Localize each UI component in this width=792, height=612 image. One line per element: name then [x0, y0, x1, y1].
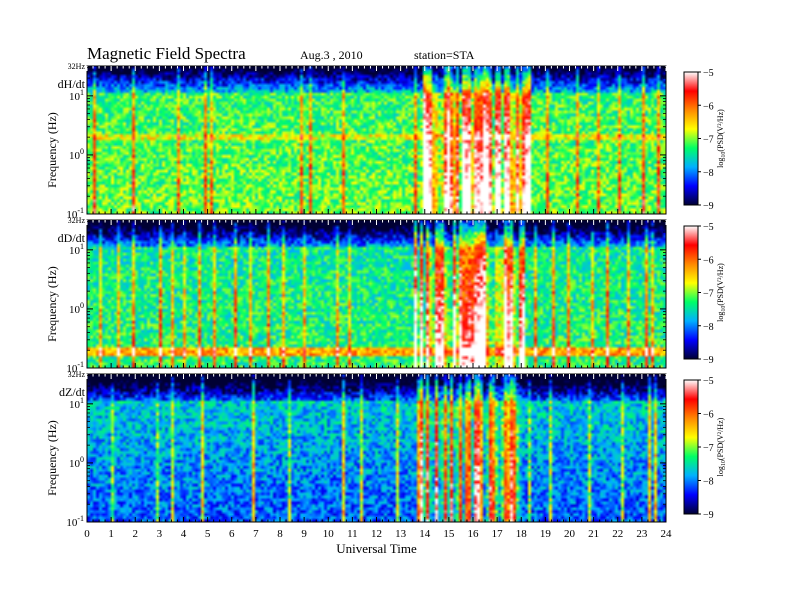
y-tick-label: 100 — [69, 301, 84, 316]
x-tick-label: 17 — [492, 528, 504, 540]
y-top-label: 32Hz — [68, 216, 86, 225]
x-tick-label: 23 — [636, 528, 648, 540]
x-tick-label: 19 — [540, 528, 552, 540]
y-tick-label: 10-1 — [66, 514, 84, 529]
x-axis-label: Universal Time — [336, 541, 417, 556]
x-tick-label: 20 — [564, 528, 576, 540]
x-tick-label: 15 — [443, 528, 455, 540]
x-tick-label: 8 — [277, 528, 283, 540]
spectrogram-image — [87, 66, 666, 214]
component-label: dH/dt — [58, 77, 86, 91]
x-tick-label: 7 — [253, 528, 259, 540]
colorbar-label: log10(PSD(V²/Hz) — [716, 263, 727, 322]
colorbar-tick-label: −9 — [703, 355, 714, 366]
station-label: station=STA — [414, 48, 475, 62]
x-tick-label: 9 — [301, 528, 307, 540]
x-tick-label: 13 — [395, 528, 407, 540]
x-tick-label: 6 — [229, 528, 235, 540]
figure-title: Magnetic Field Spectra — [87, 44, 246, 63]
x-tick-label: 22 — [612, 528, 623, 540]
x-tick-label: 14 — [419, 528, 431, 540]
x-tick-label: 2 — [133, 528, 139, 540]
y-tick-label: 100 — [69, 147, 84, 162]
y-tick-label: 100 — [69, 455, 84, 470]
colorbar — [683, 379, 699, 515]
y-axis-label: Frequency (Hz) — [45, 420, 59, 496]
x-tick-label: 0 — [84, 528, 90, 540]
x-tick-label: 24 — [661, 528, 673, 540]
x-tick-label: 10 — [323, 528, 335, 540]
colorbar-tick-label: −7 — [703, 135, 714, 146]
y-top-label: 32Hz — [68, 62, 86, 71]
x-tick-label: 16 — [468, 528, 480, 540]
colorbar-tick-label: −7 — [703, 289, 714, 300]
date-label: Aug.3 , 2010 — [300, 48, 363, 62]
x-tick-label: 3 — [157, 528, 163, 540]
y-axis-label: Frequency (Hz) — [45, 112, 59, 188]
x-tick-label: 1 — [108, 528, 114, 540]
component-label: dD/dt — [58, 231, 86, 245]
colorbar — [683, 71, 699, 206]
colorbar-tick-label: −9 — [703, 201, 714, 212]
x-tick-label: 18 — [516, 528, 528, 540]
spectrogram-image — [87, 374, 666, 522]
colorbar-tick-label: −9 — [703, 510, 714, 521]
component-label: dZ/dt — [59, 385, 86, 399]
colorbar-label: log10(PSD(V²/Hz) — [716, 417, 727, 476]
x-tick-label: 12 — [371, 528, 382, 540]
colorbar-tick-label: −6 — [703, 101, 714, 112]
y-axis-label: Frequency (Hz) — [45, 266, 59, 342]
colorbar-tick-label: −5 — [703, 68, 714, 79]
colorbar-tick-label: −8 — [703, 477, 714, 488]
colorbar-tick-label: −7 — [703, 443, 714, 454]
colorbar-tick-label: −6 — [703, 410, 714, 421]
x-tick-label: 5 — [205, 528, 211, 540]
x-tick-label: 4 — [181, 528, 187, 540]
colorbar-tick-label: −8 — [703, 168, 714, 179]
colorbar — [683, 225, 699, 360]
y-top-label: 32Hz — [68, 370, 86, 379]
colorbar-tick-label: −6 — [703, 255, 714, 266]
colorbar-label: log10(PSD(V²/Hz) — [716, 109, 727, 168]
colorbar-tick-label: −8 — [703, 322, 714, 333]
x-tick-label: 21 — [588, 528, 599, 540]
x-tick-label: 11 — [347, 528, 358, 540]
spectrogram-image — [87, 220, 666, 368]
colorbar-tick-label: −5 — [703, 376, 714, 387]
colorbar-tick-label: −5 — [703, 222, 714, 233]
